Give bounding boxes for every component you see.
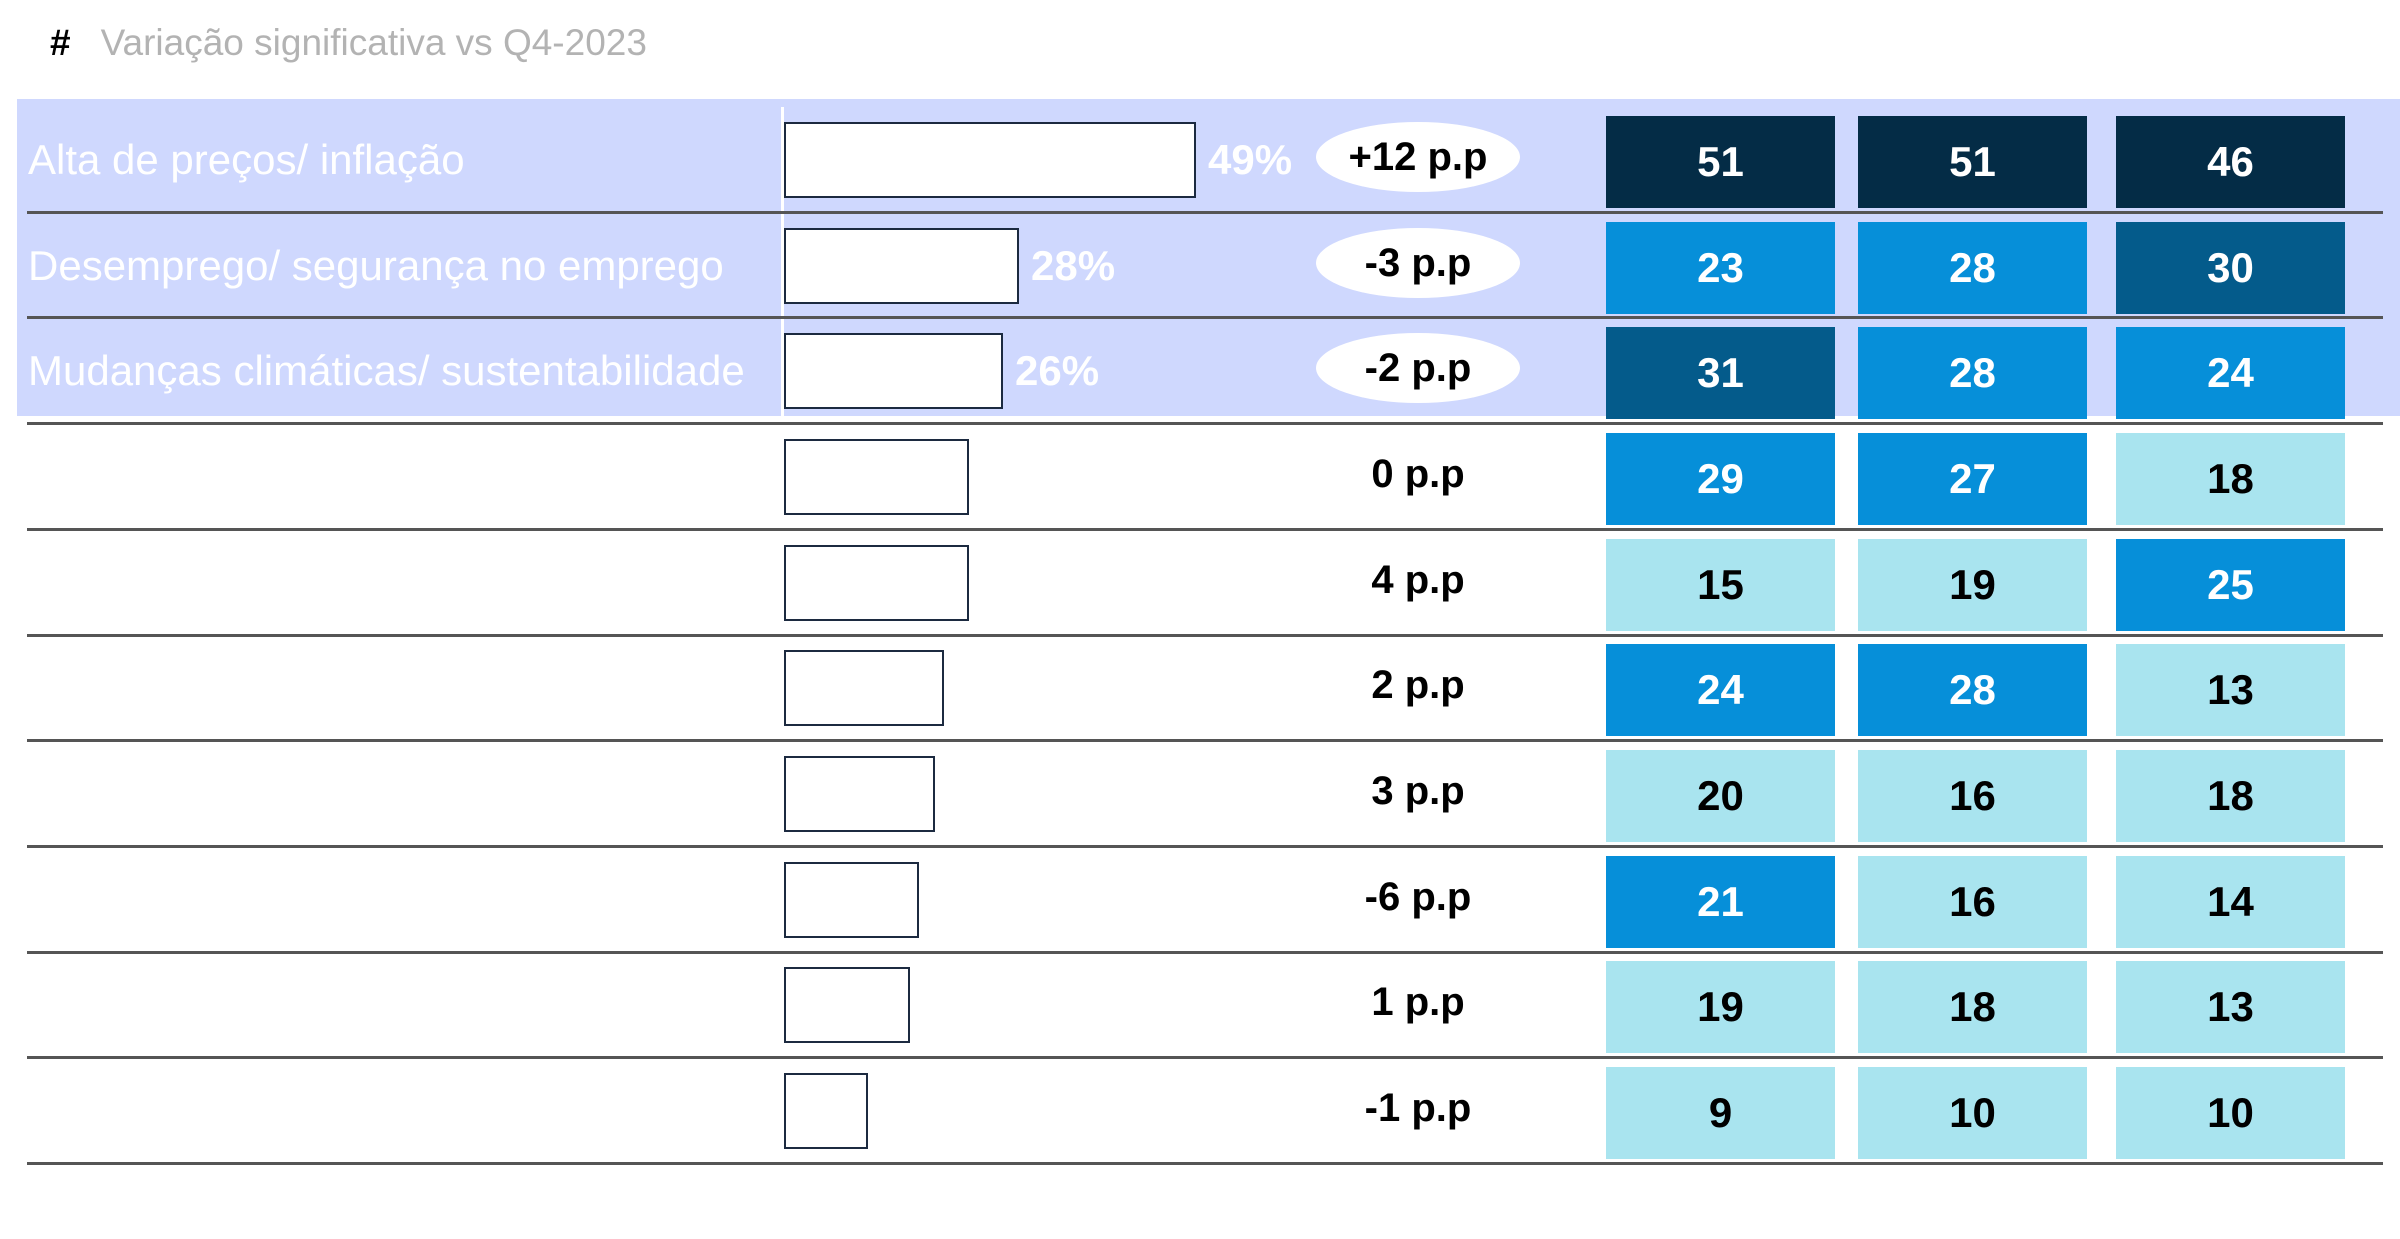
row-label: Alta de preços/ inflação [28,130,465,190]
bar [784,1073,868,1149]
heat-cell: 30 [2116,222,2345,314]
row-label: Mudanças climáticas/ sustentabilidade [28,341,745,401]
row-divider [27,1056,2383,1059]
heat-cell: 23 [1606,222,1835,314]
row-divider [27,1162,2383,1165]
heat-cell: 18 [1858,961,2087,1053]
change-badge: -3 p.p [1316,228,1520,298]
heat-cell: 15 [1606,539,1835,631]
row-divider [27,951,2383,954]
change-badge: 4 p.p [1316,545,1520,615]
row-label: Desemprego/ segurança no emprego [28,236,724,296]
heat-cell: 21 [1606,856,1835,948]
bar [784,967,910,1043]
bar [784,122,1196,198]
heat-cell: 31 [1606,327,1835,419]
change-badge: 0 p.p [1316,439,1520,509]
heat-cell: 18 [2116,433,2345,525]
heat-cell: 51 [1606,116,1835,208]
bar [784,545,969,621]
bar-value-label: 26% [1015,341,1099,401]
heat-cell: 28 [1858,327,2087,419]
row-divider [27,634,2383,637]
change-badge: 2 p.p [1316,650,1520,720]
heat-cell: 19 [1858,539,2087,631]
heat-cell: 9 [1606,1067,1835,1159]
change-badge: -6 p.p [1316,862,1520,932]
heat-cell: 13 [2116,644,2345,736]
heat-cell: 29 [1606,433,1835,525]
change-badge: -2 p.p [1316,333,1520,403]
change-badge: -1 p.p [1316,1073,1520,1143]
row-divider [27,211,2383,214]
heat-cell: 18 [2116,750,2345,842]
heat-cell: 19 [1606,961,1835,1053]
heat-cell: 28 [1858,222,2087,314]
heat-cell: 25 [2116,539,2345,631]
heat-cell: 28 [1858,644,2087,736]
bar [784,228,1019,304]
row-divider [27,316,2383,319]
heat-cell: 51 [1858,116,2087,208]
heat-cell: 14 [2116,856,2345,948]
heat-cell: 24 [2116,327,2345,419]
heat-cell: 24 [1606,644,1835,736]
heat-cell: 10 [1858,1067,2087,1159]
heat-cell: 27 [1858,433,2087,525]
heat-cell: 16 [1858,750,2087,842]
bar [784,650,944,726]
change-badge: 1 p.p [1316,967,1520,1037]
row-divider [27,422,2383,425]
heat-cell: 20 [1606,750,1835,842]
bar-value-label: 28% [1031,236,1115,296]
heat-cell: 16 [1858,856,2087,948]
row-divider [27,528,2383,531]
row-divider [27,739,2383,742]
bar [784,333,1003,409]
bar [784,756,935,832]
heat-cell: 13 [2116,961,2345,1053]
change-badge: 3 p.p [1316,756,1520,826]
heat-cell: 10 [2116,1067,2345,1159]
bar [784,439,969,515]
bar-value-label: 49% [1208,130,1292,190]
row-divider [27,845,2383,848]
heat-cell: 46 [2116,116,2345,208]
bar [784,862,919,938]
change-badge: +12 p.p [1316,122,1520,192]
